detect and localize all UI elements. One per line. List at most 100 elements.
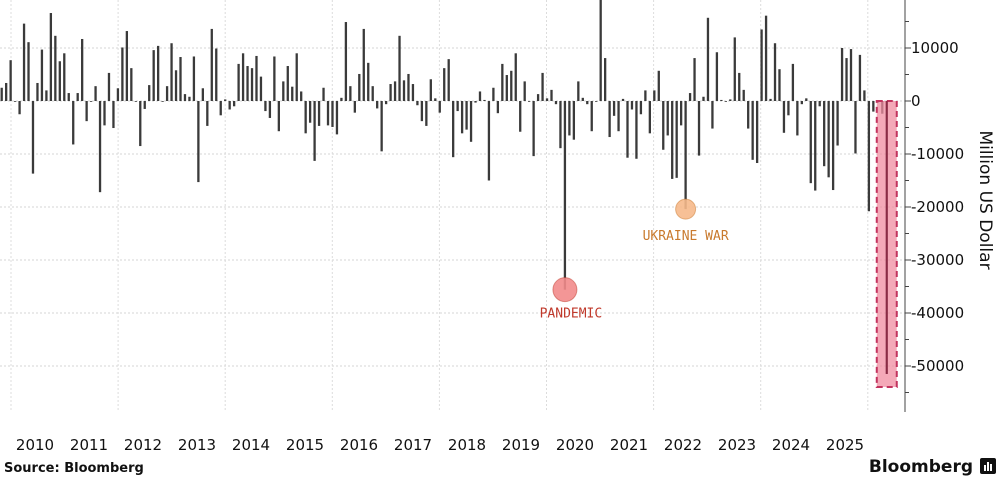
bar [85, 101, 88, 122]
source-label: Source: Bloomberg [4, 461, 144, 476]
bar [858, 54, 862, 101]
y-tick-label: 10000 [911, 39, 959, 57]
bar [237, 63, 240, 101]
bar [688, 93, 692, 101]
bar [581, 97, 584, 101]
bar [684, 101, 687, 210]
bar [344, 22, 348, 102]
bar [49, 13, 53, 102]
bar [58, 61, 61, 101]
bar [259, 76, 263, 101]
bar [715, 52, 719, 101]
bar [241, 53, 245, 101]
bar [134, 101, 137, 102]
bar [854, 101, 857, 154]
bar [621, 98, 625, 101]
bar [755, 101, 759, 164]
bar [635, 101, 638, 159]
bar [501, 63, 504, 101]
bar [219, 101, 222, 116]
bar [800, 101, 803, 105]
bar [255, 55, 258, 101]
bar [702, 96, 705, 101]
bar [863, 90, 866, 101]
bar [724, 101, 727, 102]
bar [5, 82, 8, 101]
bar [612, 101, 616, 116]
bar [608, 101, 611, 138]
bar [224, 99, 227, 101]
bar [161, 101, 164, 102]
bar [586, 101, 589, 105]
annotation-marker [675, 198, 697, 220]
bar [523, 81, 526, 101]
bar [706, 17, 710, 101]
bar [340, 97, 343, 101]
bar [751, 101, 754, 160]
bar [760, 29, 763, 102]
bar [402, 80, 406, 101]
bar [125, 31, 129, 101]
bar [232, 101, 236, 107]
bar [349, 86, 352, 101]
bar [791, 63, 795, 101]
bar [72, 101, 75, 145]
bar [425, 101, 428, 126]
bar [827, 101, 830, 178]
x-tick-label: 2014 [232, 436, 270, 454]
bloomberg-logo: Bloomberg [869, 457, 973, 477]
bar [197, 101, 200, 183]
y-tick-label: -30000 [911, 251, 964, 269]
annotations: PANDEMIC UKRAINE WAR [540, 198, 729, 322]
bar [165, 86, 169, 101]
bar [671, 101, 674, 179]
bar [818, 101, 821, 107]
bar [519, 101, 522, 132]
bar [679, 101, 683, 126]
highlight-box [875, 100, 898, 388]
bar [179, 57, 182, 101]
bar [782, 101, 786, 133]
bar [183, 94, 187, 101]
bar [626, 101, 629, 158]
bar [590, 101, 593, 132]
bar [577, 81, 580, 101]
bar [478, 91, 482, 101]
bar [36, 82, 39, 101]
bar [27, 42, 30, 101]
bar [40, 49, 44, 101]
bar [89, 101, 93, 102]
bar [545, 98, 549, 101]
bar [215, 48, 218, 101]
bar [729, 99, 732, 101]
bar [447, 59, 450, 101]
bar [657, 70, 660, 101]
bar [246, 66, 249, 101]
bar [452, 101, 455, 158]
bar [112, 101, 115, 129]
bar [554, 101, 558, 105]
bar [662, 101, 665, 150]
bar [201, 88, 204, 101]
bar [121, 47, 124, 101]
bar [282, 81, 285, 101]
bar [9, 60, 12, 101]
bar [814, 101, 817, 191]
bar [291, 86, 294, 101]
bar [693, 58, 696, 101]
bar [872, 101, 875, 112]
bar [170, 43, 173, 101]
bar [831, 101, 835, 191]
bar [849, 49, 853, 101]
bar [840, 48, 844, 101]
gridlines [0, 0, 905, 412]
y-tick-label: -40000 [911, 304, 964, 322]
x-tick-label: 2022 [664, 436, 702, 454]
bar [130, 68, 133, 101]
y-tick-label: -20000 [911, 198, 964, 216]
bar [617, 101, 620, 132]
bar [54, 35, 57, 102]
bar [358, 73, 361, 101]
bar [738, 72, 741, 101]
